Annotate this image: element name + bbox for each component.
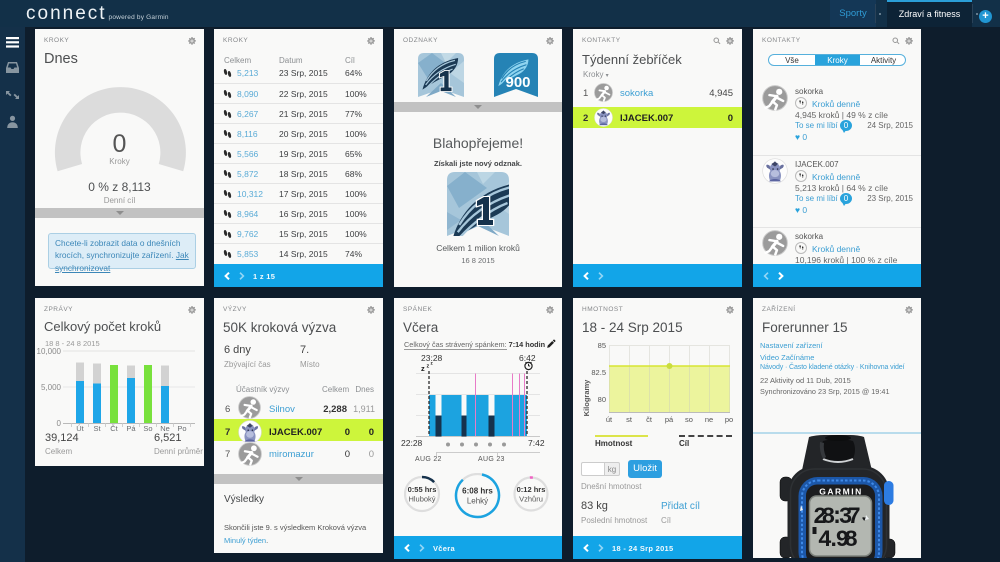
svg-text:Ne: Ne [160, 424, 170, 433]
svg-text:St: St [93, 424, 101, 433]
svg-text:So: So [143, 424, 152, 433]
svg-text:♥: ♥ [862, 516, 866, 524]
svg-text:Lehký: Lehký [467, 497, 488, 506]
svg-text:z: z [431, 361, 434, 366]
svg-text:0:55 hrs: 0:55 hrs [408, 485, 437, 494]
svg-text:0: 0 [57, 419, 62, 428]
svg-text:GARMIN: GARMIN [819, 487, 862, 497]
svg-text:ne: ne [705, 415, 713, 424]
svg-text:6:42: 6:42 [519, 353, 536, 363]
svg-text:čt: čt [646, 415, 653, 424]
svg-text:pá: pá [665, 415, 674, 424]
svg-text:82.5: 82.5 [591, 368, 606, 377]
svg-text:900: 900 [505, 74, 530, 91]
svg-text:Čt: Čt [110, 424, 118, 433]
svg-text:85: 85 [598, 341, 606, 350]
svg-text:23:28: 23:28 [421, 353, 443, 363]
svg-text:22:28: 22:28 [401, 438, 423, 448]
svg-text:Hluboký: Hluboký [408, 495, 435, 504]
svg-text:4.98: 4.98 [818, 527, 858, 553]
svg-text:po: po [725, 415, 733, 424]
svg-text:28:37: 28:37 [813, 504, 861, 530]
svg-text:Pá: Pá [126, 424, 136, 433]
svg-text:út: út [606, 415, 613, 424]
svg-text:Út: Út [76, 424, 84, 433]
svg-text:so: so [685, 415, 693, 424]
svg-text:80: 80 [598, 395, 606, 404]
svg-text:10,000: 10,000 [37, 347, 62, 356]
svg-text:Kilogramy: Kilogramy [582, 379, 591, 417]
svg-text:Po: Po [177, 424, 186, 433]
svg-text:5,000: 5,000 [41, 383, 62, 392]
svg-text:7:42: 7:42 [528, 438, 545, 448]
svg-text:Vzhůru: Vzhůru [519, 495, 543, 504]
svg-text:z: z [427, 364, 430, 370]
svg-text:z: z [421, 364, 425, 373]
svg-text:0:12 hrs: 0:12 hrs [517, 485, 546, 494]
svg-text:6:08 hrs: 6:08 hrs [462, 487, 493, 496]
svg-text:st: st [626, 415, 633, 424]
